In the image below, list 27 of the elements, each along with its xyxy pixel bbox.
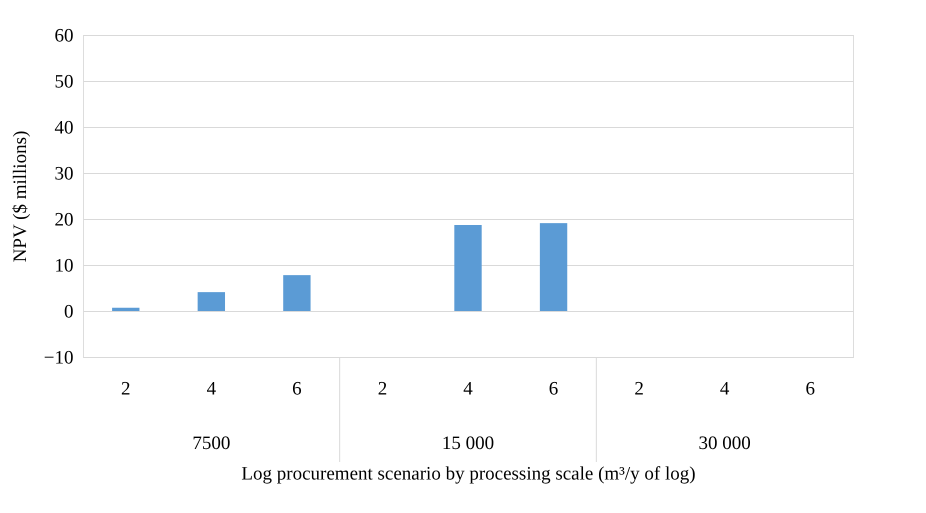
text: 30 000 [698,433,751,454]
x-tick-label: 4 [206,378,217,400]
bar [454,224,482,311]
x-tick-label: 6 [292,378,302,400]
x-tick-label: 6 [805,378,815,400]
bar [283,275,311,311]
text: 7500 [192,433,230,454]
y-tick-label: −10 [44,348,74,368]
y-tick-label: 20 [54,210,74,230]
x-tick-label: 4 [463,378,474,400]
bar [540,223,568,311]
x-tick-label: 2 [634,378,644,400]
y-tick-label: 50 [54,72,74,92]
x-tick-label: 2 [121,378,131,400]
x-tick-label: 4 [720,378,730,400]
x-tick-label: 2 [378,378,388,400]
y-axis-title: NPV ($ millions) [10,130,31,262]
bar [112,308,140,311]
x-tick-label: 6 [548,378,558,400]
bar [198,292,226,311]
y-tick-label: 30 [54,164,74,184]
x-axis-title: Log procurement scenario by processing scale (m³/y of log) [241,464,696,484]
y-tick-label: 40 [54,118,74,138]
text: 15 000 [442,433,494,454]
y-tick-label: 60 [54,26,74,46]
y-tick-label: 0 [64,302,74,322]
y-tick-label: 10 [54,256,74,276]
